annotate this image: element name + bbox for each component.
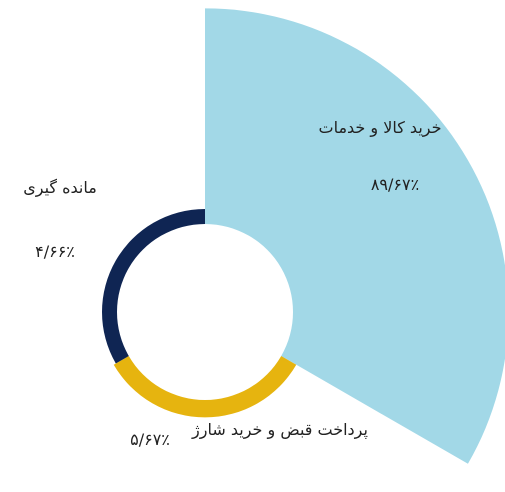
segment-label: خرید کالا و خدمات xyxy=(318,118,442,137)
pie-segment xyxy=(205,8,505,464)
pie-segment xyxy=(113,356,297,418)
pie-segment xyxy=(102,209,205,364)
value-label: ۸۹/۶۷٪ xyxy=(370,175,420,194)
segment-label: پرداخت قبض و خرید شارژ xyxy=(192,420,368,439)
value-label: ۵/۶۷٪ xyxy=(130,430,170,449)
segment-label: مانده گیری xyxy=(23,178,97,197)
value-label: ۴/۶۶٪ xyxy=(35,242,75,261)
